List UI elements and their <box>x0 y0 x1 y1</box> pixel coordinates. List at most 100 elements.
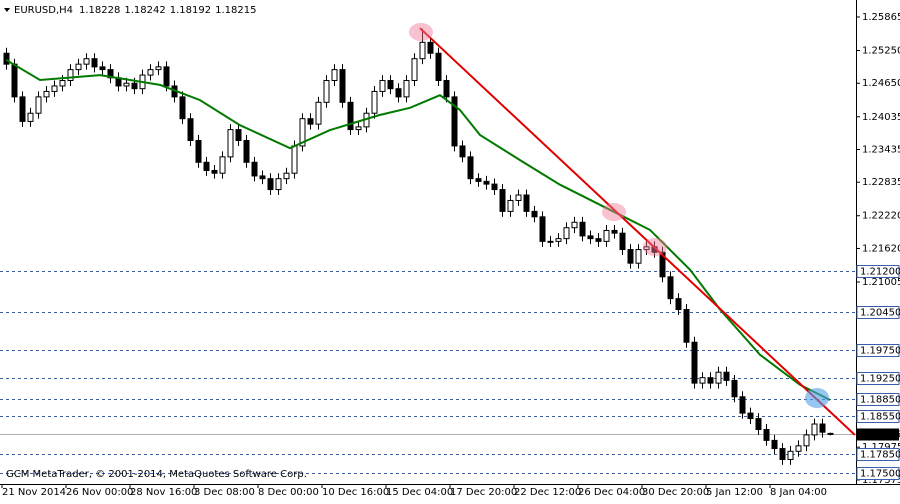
candle-body <box>259 175 266 180</box>
candle-body <box>315 101 322 125</box>
candle-body <box>123 82 130 87</box>
candle-body <box>155 66 162 71</box>
candle-body <box>291 145 298 174</box>
candle-body <box>811 423 818 436</box>
symbol: EURUSD,H4 <box>14 5 73 16</box>
candle-body <box>491 183 498 191</box>
candle-body <box>803 434 810 447</box>
plot-area <box>0 27 856 474</box>
candle-body <box>579 221 586 237</box>
candle-body <box>451 96 458 147</box>
level-label-box <box>856 306 900 319</box>
level-label: 1.18550 <box>860 412 900 423</box>
candle-body <box>563 227 570 240</box>
candle-body <box>515 194 522 201</box>
candle-body <box>331 69 338 82</box>
current-price-box <box>857 428 899 441</box>
candle-body <box>203 161 210 171</box>
candle-body <box>91 58 98 68</box>
level-label-box <box>856 265 900 278</box>
candle-body <box>379 80 386 92</box>
candle-body <box>819 423 826 433</box>
candle-body <box>35 96 42 114</box>
highlight-marker <box>805 388 829 408</box>
x-tick-label: 8 Jan 04:00 <box>770 487 827 498</box>
candle-body <box>403 80 410 98</box>
y-tick-label: 1.21620 <box>862 243 900 254</box>
y-tick-label: 1.24035 <box>862 112 900 123</box>
menu-arrow[interactable] <box>4 8 10 12</box>
trendline <box>419 27 856 436</box>
candle-body <box>531 210 538 218</box>
candle-body <box>595 238 602 242</box>
candle-body <box>459 145 466 158</box>
y-tick-label: 1.17375 <box>862 475 900 486</box>
candle-body <box>195 139 202 163</box>
x-tick-label: 15 Dec 04:00 <box>386 487 453 498</box>
candle-body <box>611 229 618 234</box>
candle-body <box>747 412 754 420</box>
candle-body <box>499 189 506 212</box>
candle-body <box>763 428 770 441</box>
current-price-label: 1.18215 <box>860 430 900 441</box>
candle-body <box>219 156 226 174</box>
candle-body <box>3 52 10 65</box>
candle-body <box>643 246 650 251</box>
x-tick-label: 17 Dec 20:00 <box>450 487 517 498</box>
candle-body <box>395 88 402 98</box>
level-label-box <box>856 372 900 385</box>
candle-body <box>827 432 834 435</box>
chart-header: EURUSD,H4 1.18228 1.18242 1.18192 1.18215 <box>14 5 256 16</box>
candle-body <box>347 101 354 131</box>
candle-body <box>715 371 722 384</box>
candle-body <box>59 80 66 87</box>
candle-body <box>211 169 218 174</box>
close-price: 1.18215 <box>215 5 256 16</box>
candle-body <box>555 238 562 242</box>
x-tick-label: 26 Nov 00:00 <box>66 487 133 498</box>
candle-body <box>371 90 378 114</box>
candle-body <box>75 63 82 71</box>
candle-body <box>603 229 610 242</box>
candle-body <box>187 118 194 141</box>
candle-body <box>339 69 346 103</box>
candle-body <box>323 80 330 103</box>
candle-body <box>243 139 250 163</box>
level-label-box <box>856 410 900 423</box>
level-label: 1.17500 <box>860 469 900 480</box>
candle-body <box>739 396 746 414</box>
level-label-box <box>856 344 900 357</box>
x-tick-label: 5 Jan 12:00 <box>706 487 763 498</box>
level-label: 1.20450 <box>860 308 900 319</box>
candle-body <box>547 240 554 243</box>
candle-body <box>723 371 730 381</box>
level-label: 1.17850 <box>860 450 900 461</box>
candle-body <box>163 66 170 87</box>
candle-body <box>299 118 306 147</box>
candle-body <box>619 232 626 251</box>
candle-body <box>227 129 234 158</box>
candle-body <box>507 199 514 212</box>
candle-body <box>307 118 314 125</box>
candle-body <box>355 126 362 131</box>
candle-body <box>131 82 138 90</box>
level-label: 1.18850 <box>860 395 900 406</box>
candle-body <box>475 178 482 182</box>
candle-body <box>19 96 26 122</box>
candle-body <box>427 41 434 54</box>
y-tick-label: 1.22220 <box>862 211 900 222</box>
candle-body <box>11 63 18 98</box>
y-tick-label: 1.23435 <box>862 144 900 155</box>
candle-body <box>795 445 802 452</box>
moving-average <box>5 58 831 401</box>
candle-body <box>635 249 642 264</box>
candle-body <box>267 178 274 191</box>
y-tick-label: 1.25250 <box>862 46 900 57</box>
highlight-marker <box>602 203 626 221</box>
highlight-marker <box>643 238 667 256</box>
open-price: 1.18228 <box>79 5 120 16</box>
candle-body <box>659 251 666 278</box>
candle-body <box>627 249 634 264</box>
